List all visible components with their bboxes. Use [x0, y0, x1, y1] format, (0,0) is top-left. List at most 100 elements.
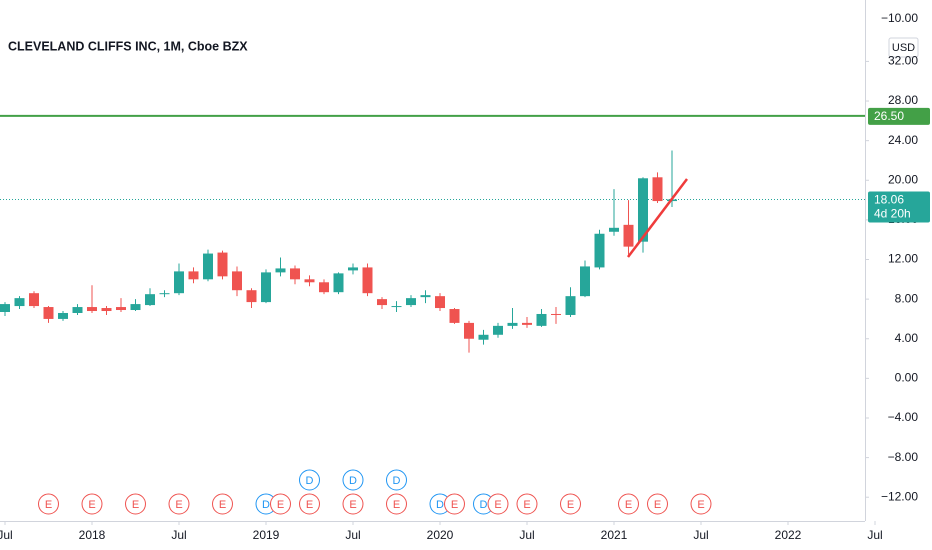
- candle-body: [333, 273, 344, 293]
- hline-label-bg: [868, 107, 930, 125]
- candle-body: [275, 268, 286, 273]
- y-tick-label: −8.00: [888, 450, 919, 464]
- earnings-marker[interactable]: [386, 493, 407, 515]
- x-tick-label: 2019: [253, 528, 280, 542]
- earnings-label: E: [349, 499, 356, 511]
- earnings-marker[interactable]: [81, 493, 103, 515]
- x-tick-label: 2021: [601, 528, 628, 542]
- top-label: −10.00: [881, 11, 918, 25]
- candle-body: [464, 322, 474, 339]
- x-tick-label: Jul: [867, 528, 882, 542]
- earnings-marker[interactable]: [487, 493, 509, 515]
- candle-body: [580, 266, 590, 297]
- candle-body: [116, 307, 126, 311]
- candle-body: [536, 313, 547, 326]
- x-tick-label: Jul: [519, 528, 534, 542]
- earnings-label: E: [175, 499, 182, 511]
- earnings-marker[interactable]: [647, 493, 668, 515]
- candle-body: [145, 294, 155, 306]
- earnings-marker[interactable]: [690, 493, 712, 515]
- dividends-label: D: [393, 475, 401, 487]
- earnings-marker[interactable]: [444, 493, 465, 515]
- candle-body: [391, 306, 402, 308]
- earnings-label: E: [219, 499, 226, 511]
- last-price-label: 18.06: [874, 193, 904, 207]
- candle-body: [565, 296, 576, 315]
- earnings-marker[interactable]: [516, 493, 538, 515]
- candle-body: [130, 304, 141, 311]
- earnings-label: E: [45, 499, 52, 511]
- y-tick-label: −4.00: [888, 410, 919, 424]
- y-tick-label: 20.00: [888, 172, 918, 186]
- candle-body: [0, 304, 10, 312]
- earnings-label: E: [393, 499, 400, 511]
- y-tick-label: 32.00: [888, 54, 918, 68]
- candle-body: [652, 177, 663, 202]
- dividends-label: D: [480, 499, 488, 511]
- countdown-label: 4d 20h: [874, 207, 911, 221]
- candle-body: [435, 296, 445, 309]
- candle-body: [43, 307, 54, 319]
- hline-label: 26.50: [874, 109, 904, 123]
- dividends-marker[interactable]: [386, 469, 407, 491]
- candle-body: [348, 267, 358, 271]
- y-tick-label: 4.00: [895, 331, 919, 345]
- last-price-box: [868, 191, 930, 223]
- dividends-label: D: [436, 499, 444, 511]
- candle-body: [87, 307, 97, 312]
- candle-body: [420, 295, 431, 298]
- earnings-label: E: [132, 499, 139, 511]
- price-axis-bg: [865, 0, 932, 550]
- y-tick-label: 12.00: [888, 252, 918, 266]
- dividends-label: D: [306, 475, 314, 487]
- earnings-marker[interactable]: [342, 493, 364, 515]
- candle-body: [101, 308, 112, 312]
- earnings-marker[interactable]: [125, 493, 146, 515]
- x-tick-label: 2020: [427, 528, 454, 542]
- earnings-marker[interactable]: [168, 493, 190, 515]
- candle-body: [188, 271, 199, 280]
- y-tick-label: 28.00: [888, 93, 918, 107]
- candle-body: [304, 279, 315, 283]
- currency: USD: [892, 42, 915, 54]
- candle-body: [72, 307, 83, 313]
- candle-body: [478, 334, 489, 340]
- candle-body: [261, 272, 271, 303]
- dividends-marker[interactable]: [342, 469, 364, 491]
- earnings-marker[interactable]: [560, 493, 581, 515]
- dividends-label: D: [262, 499, 270, 511]
- earnings-marker[interactable]: [38, 493, 59, 515]
- earnings-marker[interactable]: [299, 493, 320, 515]
- y-tick-label: −12.00: [881, 489, 918, 503]
- currency-box[interactable]: [888, 37, 919, 58]
- candle-body: [493, 325, 503, 335]
- candle-body: [290, 268, 300, 280]
- candle-body: [217, 252, 228, 277]
- candle-body: [406, 298, 416, 306]
- candle-body: [551, 313, 561, 315]
- dividends-marker[interactable]: [299, 469, 320, 491]
- candle-body: [362, 267, 373, 294]
- x-tick-label: 2022: [775, 528, 802, 542]
- x-tick-label: Jul: [345, 528, 360, 542]
- earnings-marker[interactable]: [270, 493, 291, 515]
- candle-body: [609, 227, 619, 232]
- candle-body: [246, 290, 257, 303]
- candle-body: [507, 322, 518, 326]
- earnings-label: E: [494, 499, 501, 511]
- earnings-label: E: [88, 499, 95, 511]
- candle-body: [58, 312, 68, 319]
- chart-title: CLEVELAND CLIFFS INC, 1M, Cboe BZX: [8, 39, 248, 53]
- earnings-label: E: [697, 499, 704, 511]
- dividends-label: D: [349, 475, 357, 487]
- candle-body: [638, 178, 648, 242]
- earnings-marker[interactable]: [212, 493, 233, 515]
- y-tick-label: 0.00: [895, 371, 919, 385]
- candle-body: [319, 282, 329, 293]
- y-tick-label: 24.00: [888, 133, 918, 147]
- candle-body: [594, 233, 605, 268]
- earnings-label: E: [654, 499, 661, 511]
- candle-body: [623, 224, 634, 247]
- earnings-marker[interactable]: [618, 493, 639, 515]
